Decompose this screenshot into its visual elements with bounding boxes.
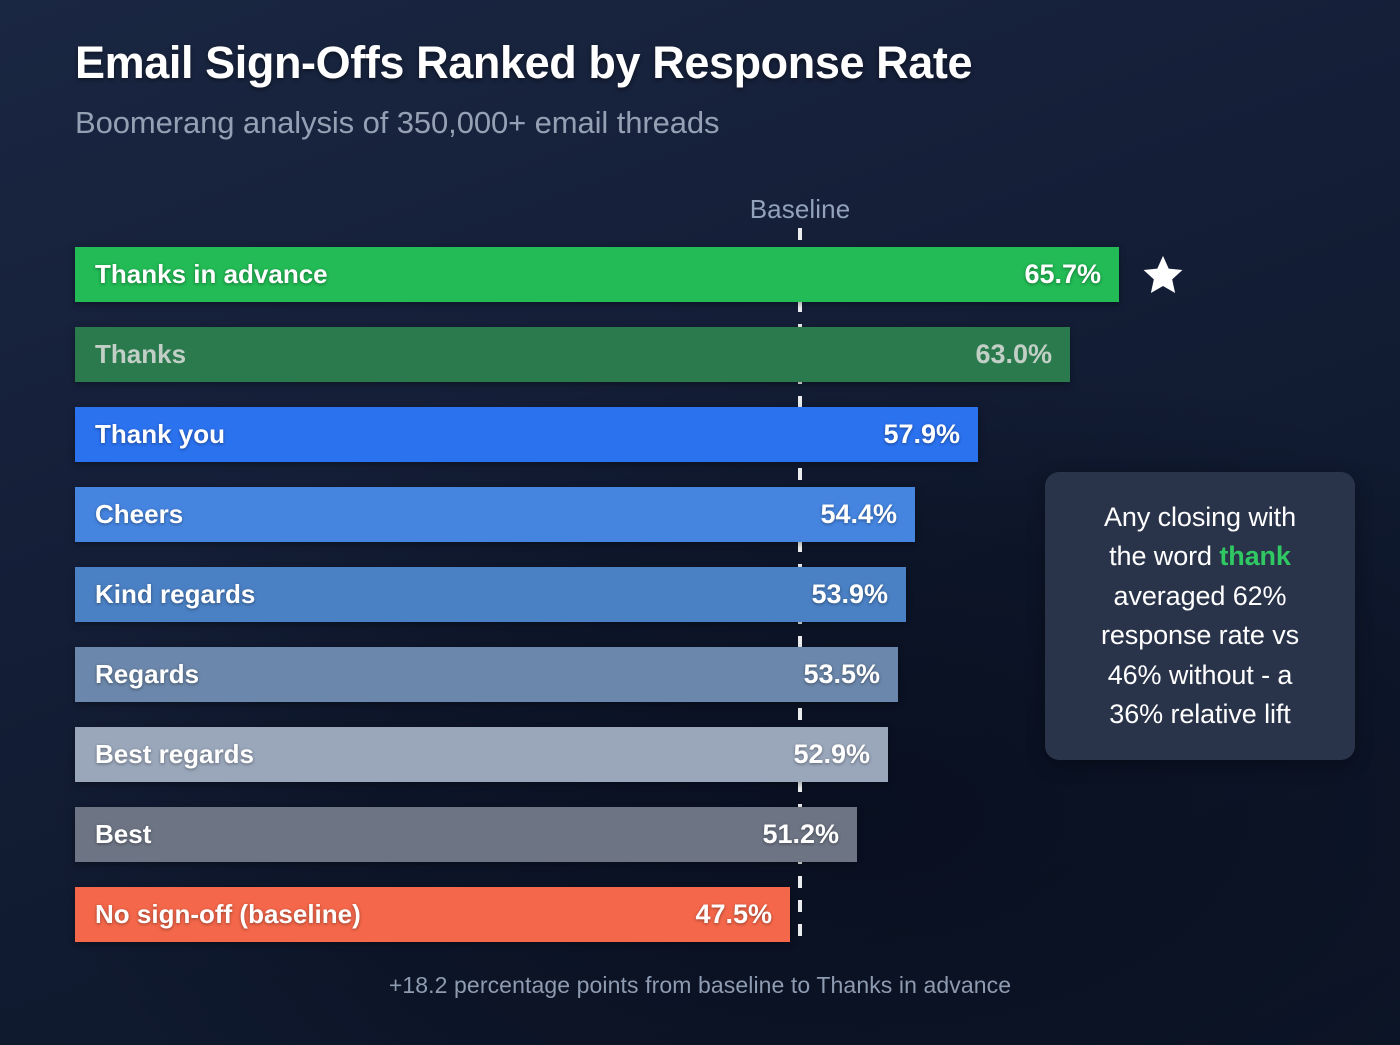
bar-row: Best regards 52.9% <box>75 727 888 782</box>
insight-callout: Any closing with the word thank averaged… <box>1045 472 1355 761</box>
bar-row: Thanks 63.0% <box>75 327 1070 382</box>
bar-row: Regards 53.5% <box>75 647 898 702</box>
bar: Cheers 54.4% <box>75 487 915 542</box>
chart-footnote: +18.2 percentage points from baseline to… <box>388 972 1012 998</box>
bar: Thanks 63.0% <box>75 327 1070 382</box>
bar-value-label: 57.9% <box>883 419 960 449</box>
bar: Thanks in advance 65.7% <box>75 247 1119 302</box>
callout-line-5: 46% without - a <box>1107 659 1293 690</box>
bar: No sign-off (baseline) 47.5% <box>75 887 790 942</box>
bar-category-label: Best <box>95 819 152 849</box>
insight-callout-text: Any closing with the word thank averaged… <box>1061 498 1339 734</box>
bar-category-label: Best regards <box>95 739 254 769</box>
star-icon <box>1141 253 1185 297</box>
bar-category-label: No sign-off (baseline) <box>95 899 361 929</box>
bar-value-label: 63.0% <box>975 339 1052 369</box>
callout-line-3: averaged 62% <box>1113 580 1287 611</box>
bar-value-label: 51.2% <box>762 819 839 849</box>
bar-category-label: Thank you <box>95 419 226 449</box>
bar-row: Best 51.2% <box>75 807 857 862</box>
bar: Best regards 52.9% <box>75 727 888 782</box>
bar-row: No sign-off (baseline) 47.5% <box>75 887 790 942</box>
bar-row: Thanks in advance 65.7% <box>75 247 1119 302</box>
bar-value-label: 54.4% <box>820 499 897 529</box>
bar-category-label: Thanks in advance <box>95 259 328 289</box>
bar-category-label: Regards <box>95 659 200 689</box>
callout-line-4: response rate vs <box>1101 620 1299 651</box>
bar-category-label: Thanks <box>95 339 187 369</box>
baseline-label: Baseline <box>749 194 851 224</box>
bar-row: Cheers 54.4% <box>75 487 915 542</box>
bar: Kind regards 53.9% <box>75 567 906 622</box>
bar: Regards 53.5% <box>75 647 898 702</box>
chart-header: Email Sign-Offs Ranked by Response Rate … <box>75 37 1325 141</box>
bar-value-label: 65.7% <box>1024 259 1101 289</box>
callout-line-1: Any closing with <box>1104 502 1296 532</box>
callout-line-2-pre: the word <box>1109 541 1220 572</box>
bar-value-label: 47.5% <box>695 899 772 929</box>
bar-row: Kind regards 53.9% <box>75 567 906 622</box>
bar-row: Thank you 57.9% <box>75 407 978 462</box>
bar-category-label: Kind regards <box>95 579 256 609</box>
bar-category-label: Cheers <box>95 499 184 529</box>
bar-value-label: 53.5% <box>803 659 880 689</box>
chart-subtitle: Boomerang analysis of 350,000+ email thr… <box>75 105 720 141</box>
callout-line-6: 36% relative lift <box>1109 699 1291 730</box>
bar: Best 51.2% <box>75 807 857 862</box>
bar-value-label: 52.9% <box>793 739 870 769</box>
page-title: Email Sign-Offs Ranked by Response Rate <box>75 37 973 88</box>
callout-highlight-word: thank <box>1219 541 1291 572</box>
bar-value-label: 53.9% <box>811 579 888 609</box>
bar: Thank you 57.9% <box>75 407 978 462</box>
